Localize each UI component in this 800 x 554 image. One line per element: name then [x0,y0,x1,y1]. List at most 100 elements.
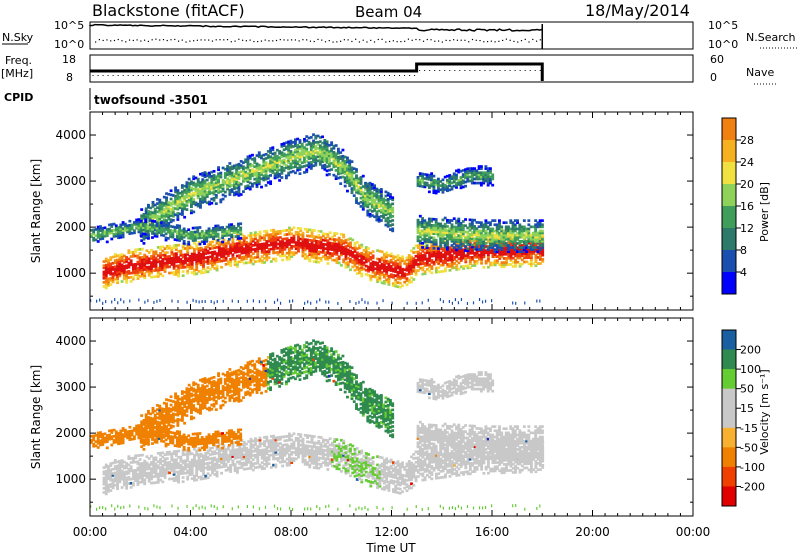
power-cell [177,270,181,274]
power-cell [414,271,418,275]
power-cell [205,235,209,239]
power-cell [269,235,273,238]
power-cell [176,218,180,221]
power-cell [274,245,278,248]
power-cell [220,255,224,259]
power-cell [174,268,178,272]
power-cell [529,262,533,266]
power-cell [210,187,214,191]
power-cell [135,220,139,224]
power-cell [475,239,479,242]
power-cell [159,245,162,249]
power-cell [538,241,542,245]
power-cell [423,227,427,231]
power-cell [355,168,358,171]
power-cell [221,193,225,197]
power-cell [239,182,243,186]
power-cell [385,278,389,282]
power-cell [518,250,522,254]
power-cell [182,229,186,233]
power-cell [128,219,132,223]
power-cell [529,256,533,259]
power-cell [319,250,323,254]
power-cell [378,274,382,278]
power-cell [459,252,463,256]
power-cell [350,170,354,174]
power-cell [181,247,185,251]
power-cell [382,205,386,209]
power-cell [266,156,270,159]
power-cell [360,260,364,263]
power-cell [201,172,205,175]
power-cell [207,235,211,239]
power-cell [484,242,488,245]
power-cell [94,238,98,242]
power-cell [232,229,236,232]
power-cell [473,243,477,247]
power-cell [128,228,132,231]
power-cell [271,162,275,166]
power-cell [511,231,515,235]
nsky-tick-bottom: 10^0 [54,38,84,51]
power-cell [371,250,375,253]
power-cell [502,257,506,260]
power-cell [312,247,316,251]
power-cell [226,241,230,245]
power-cell [468,233,472,236]
nsearch-point [279,39,281,41]
power-cell [147,257,151,261]
power-cell [236,235,240,238]
power-cell [444,257,447,260]
power-cell [328,243,332,247]
power-cell [391,210,395,214]
power-cell [432,254,436,258]
power-cell [461,228,465,232]
power-cell [367,247,370,250]
power-cell [215,254,219,257]
power-cell [310,251,314,255]
power-cell [296,168,300,172]
power-cell [459,230,463,233]
power-cell [540,231,544,235]
power-cell [367,301,369,305]
power-cell [147,218,150,222]
power-cell [287,148,291,152]
power-cell [236,224,240,228]
power-cell [274,251,278,254]
power-cell [246,157,250,161]
power-cell [421,176,425,180]
power-cell [360,253,364,257]
power-cell [194,191,198,194]
power-cell [120,267,124,271]
power-cell [231,253,235,257]
power-cell [107,283,110,287]
power-cell [188,246,192,250]
power-cell [466,249,470,253]
power-cell [337,245,341,248]
power-cell [143,253,147,257]
power-cell [355,180,358,184]
power-cell [155,232,159,236]
power-cell [150,261,153,264]
power-cell [203,171,207,174]
power-cell [192,177,196,181]
power-cell [271,169,275,172]
power-cell [299,243,303,247]
power-cell [352,188,356,191]
power-cell [269,180,273,184]
power-cell [226,187,230,191]
power-cell [116,271,119,274]
power-cell [290,236,294,240]
velocity-cell [118,472,122,475]
power-cell [174,260,178,264]
power-cell [382,273,386,277]
power-cell [278,156,282,159]
power-cell [309,146,313,150]
power-cell [324,251,328,255]
power-cell [297,237,300,241]
freq-panel: Freq. [MHz] 18 8 60 0 Nave [1,53,776,85]
power-cell [256,233,260,236]
power-cell [155,230,159,234]
power-cell [380,264,384,268]
power-cell [470,220,474,224]
